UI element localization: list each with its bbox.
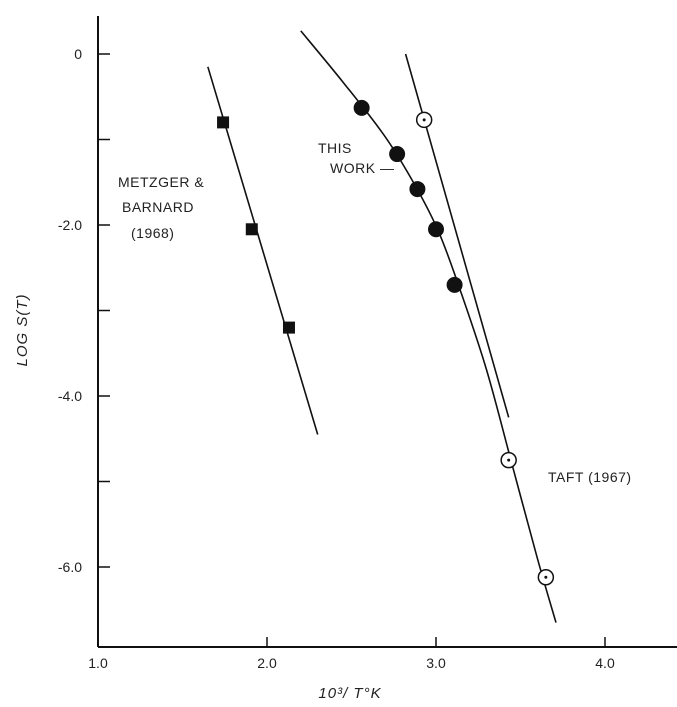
y-axis-title: LOG S(T) <box>14 293 31 366</box>
taft-point-1 <box>500 451 517 469</box>
x-tick-label-0: 1.0 <box>88 655 108 671</box>
taft-point-2 <box>537 569 555 586</box>
x-tick-label-2: 3.0 <box>426 655 446 671</box>
tick-marks <box>97 53 606 647</box>
y-tick-label-0: 0 <box>74 46 82 62</box>
this-work-point-4 <box>446 276 463 293</box>
metzger-label-line-1: METZGER & <box>118 174 204 190</box>
this-work-label-line-1: THIS <box>318 140 352 156</box>
data-points <box>217 99 555 586</box>
this-work-label-line-2: WORK — <box>330 160 394 176</box>
this-work-point-1 <box>389 146 406 163</box>
metzger-label-line-2: BARNARD <box>122 199 194 215</box>
metzger-label-line-3: (1968) <box>131 225 174 241</box>
fit-lines <box>207 30 557 623</box>
y-tick-label-2: -2.0 <box>58 217 82 233</box>
metzger-point-2 <box>282 321 295 334</box>
axes <box>97 16 677 648</box>
taft-point-0 <box>415 111 433 129</box>
x-axis-title: 10³/ T°K <box>318 685 381 702</box>
tick-labels: 1.0 2.0 3.0 4.0 0 -2.0 -4.0 -6.0 <box>58 46 615 671</box>
y-tick-label-6: -6.0 <box>58 559 82 575</box>
this-work-point-3 <box>428 221 444 238</box>
y-tick-label-4: -4.0 <box>58 388 82 404</box>
metzger-point-0 <box>217 116 230 129</box>
x-tick-label-1: 2.0 <box>257 655 277 671</box>
x-tick-label-3: 4.0 <box>595 655 615 671</box>
taft-fit-line <box>404 53 510 418</box>
this-work-point-2 <box>409 181 426 198</box>
metzger-point-1 <box>245 223 258 236</box>
taft-label: TAFT (1967) <box>548 469 632 485</box>
this-work-point-0 <box>353 99 370 116</box>
